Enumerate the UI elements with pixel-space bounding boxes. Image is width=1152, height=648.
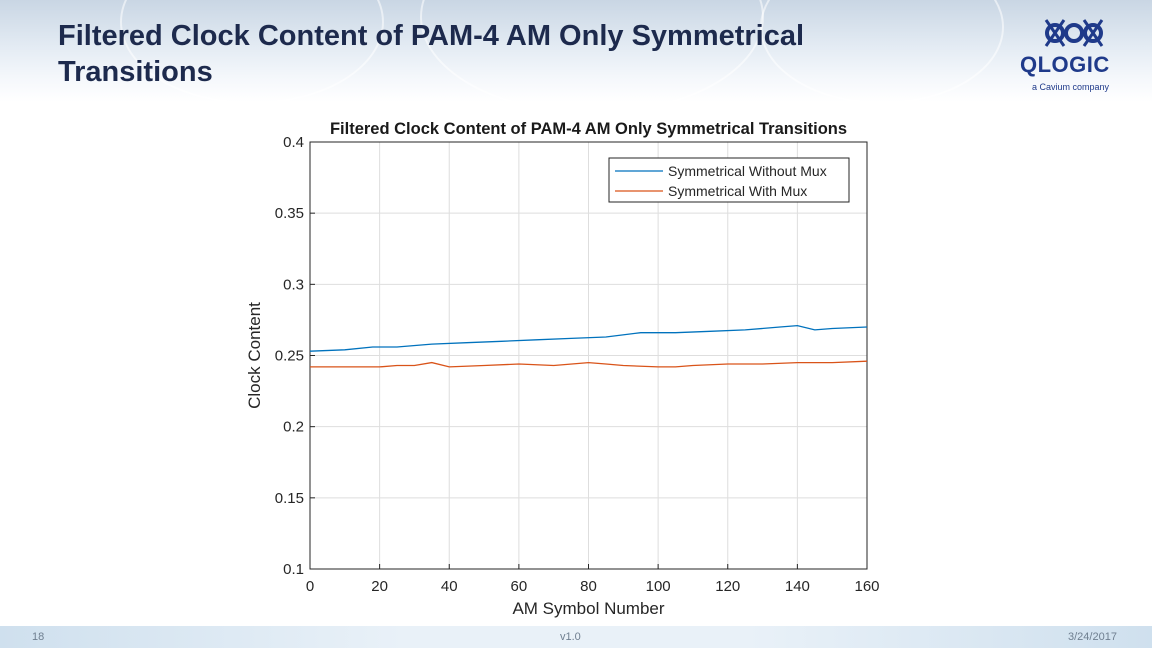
- x-tick-label: 140: [785, 578, 810, 595]
- series-line-1: [309, 324, 868, 352]
- chart-container: 0 20 40 60 80 100 120 140 160 0.1 0.15 0.2 0.25 0.3 0.…: [230, 112, 900, 622]
- x-axis-label: AM Symbol Number: [512, 599, 664, 618]
- line-chart: 0 20 40 60 80 100 120 140 160 0.1 0.15 0.2 0.25 0.3 0.…: [245, 120, 880, 618]
- x-tick-label: 40: [441, 578, 458, 595]
- chart-title: Filtered Clock Content of PAM-4 AM Only …: [330, 120, 847, 138]
- page-number: 18: [32, 631, 45, 643]
- y-tick-label: 0.1: [283, 561, 304, 578]
- logo-brand: QLOGIC: [1020, 52, 1110, 77]
- legend-box: [608, 157, 850, 203]
- y-axis-label: Clock Content: [245, 302, 264, 409]
- x-tick-label: 80: [580, 578, 597, 595]
- y-tick-label: 0.2: [283, 419, 304, 436]
- x-tick-label: 60: [511, 578, 528, 595]
- legend-label-1: Symmetrical Without Mux: [668, 163, 827, 179]
- qlogic-logo: QLOGIC a Cavium company: [1010, 14, 1140, 98]
- legend-label-2: Symmetrical With Mux: [668, 183, 807, 199]
- slide-footer: 18 v1.0 3/24/2017: [0, 626, 1152, 648]
- x-tick-label: 100: [646, 578, 671, 595]
- y-tick-label: 0.3: [283, 276, 304, 293]
- y-tick-label: 0.25: [275, 348, 304, 365]
- date-label: 3/24/2017: [1068, 631, 1117, 643]
- x-tick-label: 20: [371, 578, 388, 595]
- x-tick-label: 0: [306, 578, 314, 595]
- y-tick-label: 0.4: [283, 134, 304, 151]
- logo-tagline: a Cavium company: [1032, 82, 1110, 92]
- x-tick-label: 120: [715, 578, 740, 595]
- slide-header: Filtered Clock Content of PAM-4 AM Only …: [0, 0, 1152, 102]
- qlogic-mark-icon: [1044, 19, 1104, 47]
- y-tick-label: 0.15: [275, 490, 304, 507]
- x-tick-label: 160: [854, 578, 879, 595]
- slide-title: Filtered Clock Content of PAM-4 AM Only …: [58, 20, 805, 88]
- y-tick-label: 0.35: [275, 205, 304, 222]
- version-label: v1.0: [560, 631, 581, 643]
- series-line-2: [310, 360, 868, 368]
